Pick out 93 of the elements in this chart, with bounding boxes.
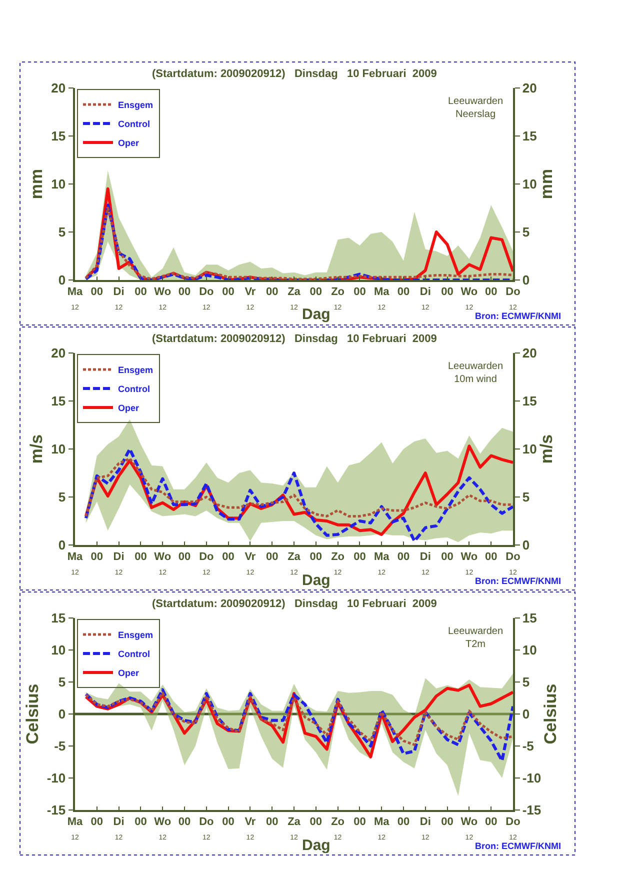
- x-tick-label: 00: [134, 550, 147, 563]
- x-tick-label: 00: [178, 550, 191, 563]
- y2-axis-title: Celsius: [541, 684, 560, 744]
- chart-title: (Startdatum: 2009020912) Dinsdag 10 Februari 2009: [152, 333, 437, 345]
- x-tick-label: 00: [266, 286, 278, 298]
- y-axis-title: Celsius: [22, 684, 42, 744]
- y-tick-label: -5: [54, 738, 66, 754]
- line-series: [84, 692, 513, 746]
- x-axis-title: Dag: [302, 837, 330, 854]
- y2-tick-label: 5: [522, 490, 530, 505]
- text: Bron: ECMWF/KNMI: [475, 311, 561, 321]
- y2-tick-label: 20: [522, 346, 537, 361]
- x-tick-label: 00: [90, 286, 104, 298]
- y2-tick-label: 5: [522, 674, 530, 690]
- x-tick-label: 00: [354, 286, 366, 298]
- legend-label: Ensgem: [118, 100, 154, 110]
- x-tick-label: 00: [397, 816, 410, 828]
- x-tick-label: 00: [484, 286, 498, 298]
- y2-tick-label: -15: [522, 802, 542, 818]
- x-tick-label: 00: [134, 816, 147, 828]
- y2-tick-label: 0: [522, 272, 530, 288]
- x-tick-label: 00: [178, 286, 191, 298]
- x-tick-label: 00: [441, 550, 454, 563]
- x-tick-label: 00: [90, 816, 104, 828]
- legend-label: Oper: [118, 138, 140, 148]
- x-tick-label: 00: [266, 550, 278, 563]
- x-tick-label: 00: [397, 550, 410, 563]
- annotation: Leeuwarden T2m: [448, 626, 504, 650]
- y2-axis-title: m/s: [536, 434, 556, 464]
- x-tick-label: 00: [354, 816, 366, 828]
- annotation: Leeuwarden Neerslag: [448, 96, 504, 120]
- x-tick-label: 00: [397, 286, 410, 298]
- y-tick-label: 5: [58, 224, 66, 240]
- x-axis-title: Dag: [302, 572, 330, 589]
- y-tick-label: 10: [51, 176, 66, 192]
- y-tick-label: 15: [51, 128, 66, 144]
- y2-tick-label: 15: [522, 394, 537, 409]
- y-tick-label: 15: [51, 394, 66, 409]
- x-tick-label: 00: [441, 816, 454, 828]
- x-tick-label: 00: [354, 550, 366, 563]
- y-tick-label: 5: [58, 674, 66, 690]
- x-tick-label: 00: [222, 286, 234, 298]
- y-tick-label: 20: [51, 346, 66, 361]
- x-tick-label: 00: [222, 550, 234, 563]
- chart-title: (Startdatum: 2009020912) Dinsdag 10 Februari 2009: [152, 68, 437, 80]
- y2-tick-label: -5: [522, 738, 534, 754]
- x-tick-label: 00: [310, 816, 322, 828]
- x-tick-label: 00: [484, 550, 498, 563]
- x-tick-label: 00: [134, 286, 147, 298]
- line-series: [84, 457, 513, 518]
- y2-tick-label: 10: [522, 642, 537, 658]
- chart-title: (Startdatum: 2009020912) Dinsdag 10 Februari 2009: [152, 598, 437, 610]
- x-axis-title: Dag: [302, 306, 330, 323]
- y2-tick-label: 10: [522, 442, 537, 457]
- x-tick-label: 00: [178, 816, 191, 828]
- legend-label: Control: [118, 384, 150, 394]
- y2-axis-title: mm: [536, 168, 556, 200]
- y-axis-title: m/s: [27, 434, 46, 464]
- y-tick-label: 0: [58, 272, 66, 288]
- y2-tick-label: 0: [522, 706, 530, 722]
- y2-tick-label: 15: [522, 610, 537, 626]
- x-tick-label: 00: [266, 816, 278, 828]
- legend-label: Oper: [118, 403, 140, 414]
- x-tick-label: 00: [222, 816, 234, 828]
- legend-label: Ensgem: [118, 630, 154, 640]
- annotation: Leeuwarden 10m wind: [448, 361, 504, 385]
- x-tick-label: 00: [484, 816, 498, 828]
- legend-label: Oper: [118, 668, 140, 678]
- legend-label: Ensgem: [118, 365, 154, 376]
- y2-tick-label: 0: [522, 538, 530, 553]
- y-tick-label: 20: [51, 80, 66, 96]
- x-tick-label: 00: [441, 286, 454, 298]
- y-tick-label: 10: [51, 442, 66, 457]
- y-axis-title: mm: [27, 168, 46, 200]
- x-tick-label: 00: [90, 550, 104, 563]
- x-tick-label: 00: [310, 550, 322, 563]
- y2-tick-label: 5: [522, 224, 530, 240]
- text: Bron: ECMWF/KNMI: [475, 576, 561, 586]
- x-tick-label: 00: [310, 286, 322, 298]
- y2-tick-label: 15: [522, 128, 537, 144]
- text: Bron: ECMWF/KNMI: [475, 841, 561, 851]
- y2-tick-label: -10: [522, 770, 542, 786]
- legend-label: Control: [118, 649, 150, 660]
- y-tick-label: 0: [58, 706, 66, 722]
- y-tick-label: -15: [46, 802, 66, 818]
- y-tick-label: -10: [46, 770, 66, 786]
- y2-tick-label: 20: [522, 80, 537, 96]
- y-tick-label: 15: [51, 610, 66, 626]
- y2-tick-label: 10: [522, 176, 537, 192]
- y-tick-label: 0: [58, 538, 66, 553]
- y-tick-label: 5: [58, 490, 66, 505]
- legend-label: Control: [118, 119, 150, 130]
- y-tick-label: 10: [51, 642, 66, 658]
